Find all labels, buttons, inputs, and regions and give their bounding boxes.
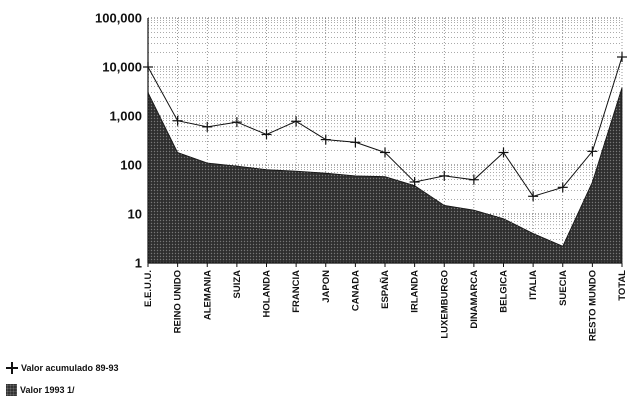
plus-marker bbox=[261, 129, 272, 140]
area-swatch-icon bbox=[6, 384, 17, 396]
legend-area-label: Valor 1993 1/ bbox=[20, 385, 75, 395]
x-tick-label: JAPON bbox=[321, 270, 332, 303]
plus-marker bbox=[172, 115, 183, 126]
x-tick-label: ITALIA bbox=[528, 270, 539, 300]
x-tick-label: HOLANDA bbox=[262, 270, 273, 318]
plus-marker bbox=[498, 147, 509, 158]
x-tick-label: IRLANDA bbox=[410, 270, 421, 313]
x-tick-label: DINAMARCA bbox=[469, 270, 480, 329]
x-tick-label: SUECIA bbox=[558, 270, 569, 306]
x-tick-label: RESTO MUNDO bbox=[587, 270, 598, 341]
axes bbox=[147, 18, 623, 267]
y-tick-label: 100 bbox=[120, 158, 142, 173]
x-tick-label: REINO UNIDO bbox=[173, 270, 184, 333]
x-tick-label: ESPAÑA bbox=[380, 270, 391, 309]
x-tick-label: ALEMANIA bbox=[202, 270, 213, 320]
y-tick-labels: 1 10 100 1,000 10,000 100,000 bbox=[95, 11, 142, 271]
x-tick-label: CANADA bbox=[350, 270, 361, 311]
plus-marker bbox=[587, 146, 598, 157]
plus-marker-icon bbox=[6, 362, 18, 374]
y-tick-label: 1,000 bbox=[109, 109, 142, 124]
x-tick-label: BELGICA bbox=[499, 270, 510, 313]
plus-marker bbox=[231, 117, 242, 128]
x-tick-label: LUXEMBURGO bbox=[439, 270, 450, 339]
y-tick-label: 10,000 bbox=[102, 60, 142, 75]
y-tick-label: 100,000 bbox=[95, 11, 142, 26]
area-series-valor-1993 bbox=[147, 87, 623, 264]
plus-marker bbox=[617, 51, 627, 62]
x-tick-label: E.E.U.U. bbox=[143, 270, 154, 307]
plus-marker bbox=[202, 121, 213, 132]
plus-marker bbox=[291, 116, 302, 127]
legend-line: Valor acumulado 89-93 bbox=[6, 362, 119, 374]
plus-marker bbox=[439, 170, 450, 181]
y-tick-label: 10 bbox=[128, 207, 142, 222]
plus-marker bbox=[409, 176, 420, 187]
plus-marker bbox=[350, 137, 361, 148]
area-series-layer bbox=[147, 87, 623, 264]
plus-marker bbox=[528, 191, 539, 202]
plus-marker bbox=[320, 134, 331, 145]
legend-line-label: Valor acumulado 89-93 bbox=[21, 363, 119, 373]
x-tick-label: SUIZA bbox=[232, 270, 243, 299]
legend-area: Valor 1993 1/ bbox=[6, 384, 75, 396]
plus-marker bbox=[380, 147, 390, 158]
plus-marker bbox=[468, 174, 479, 185]
x-tick-label: TOTAL bbox=[617, 270, 627, 301]
plus-marker bbox=[557, 182, 568, 193]
x-tick-label: FRANCIA bbox=[291, 270, 302, 313]
x-tick-labels: E.E.U.U. REINO UNIDO ALEMANIA SUIZA HOLANDA F… bbox=[143, 270, 627, 341]
y-tick-label: 1 bbox=[135, 256, 142, 271]
